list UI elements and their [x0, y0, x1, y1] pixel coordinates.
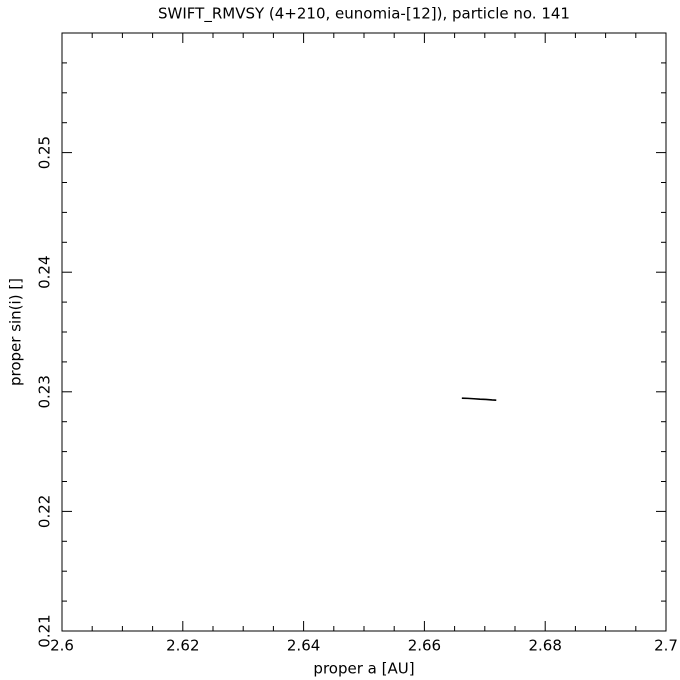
y-axis-label: proper sin(i) [] [7, 278, 25, 386]
x-axis-label: proper a [AU] [313, 660, 414, 678]
y-tick-label: 0.25 [36, 136, 54, 169]
x-tick-label: 2.7 [654, 637, 678, 655]
x-tick-label: 2.64 [287, 637, 320, 655]
y-tick-label: 0.23 [36, 375, 54, 408]
y-tick-label: 0.21 [36, 614, 54, 647]
chart-title: SWIFT_RMVSY (4+210, eunomia-[12]), parti… [158, 5, 570, 24]
data-line [461, 397, 497, 401]
x-tick-label: 2.62 [166, 637, 199, 655]
y-tick-label: 0.22 [36, 495, 54, 528]
y-tick-label: 0.24 [36, 255, 54, 288]
x-tick-label: 2.66 [408, 637, 441, 655]
x-tick-label: 2.6 [50, 637, 74, 655]
x-tick-label: 2.68 [528, 637, 561, 655]
